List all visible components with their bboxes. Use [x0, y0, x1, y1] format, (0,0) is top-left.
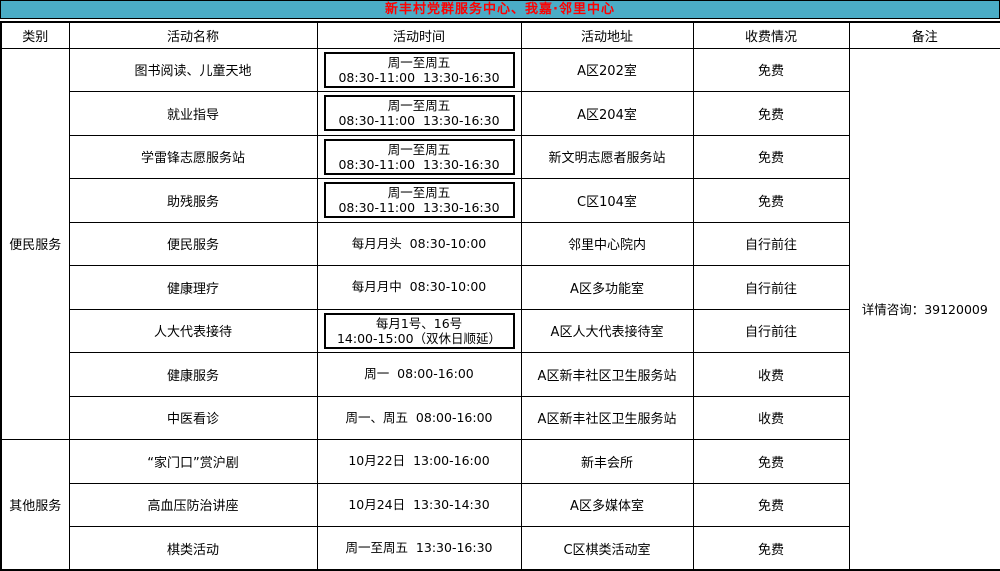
cell-activity-time: 每月1号、16号 14:00-15:00（双休日顺延）	[316, 308, 522, 353]
time-text: 10月22日 13:00-16:00	[348, 453, 490, 469]
cell-activity-name: 便民服务	[68, 221, 318, 266]
category-cell-other-services: 其他服务	[0, 439, 70, 571]
cell-activity-name: 中医看诊	[68, 395, 318, 440]
table-row: 中医看诊 周一、周五 08:00-16:00 A区新丰社区卫生服务站 收费	[1, 395, 1000, 440]
time-text: 周一、周五 08:00-16:00	[345, 409, 493, 425]
table-row: 学雷锋志愿服务站 周一至周五 08:30-11:00 13:30-16:30 新…	[1, 134, 1000, 179]
cell-fee: 收费	[692, 352, 850, 397]
cell-fee: 免费	[692, 482, 850, 527]
cell-activity-time: 10月22日 13:00-16:00	[316, 439, 522, 484]
cell-activity-name: 高血压防治讲座	[68, 482, 318, 527]
table-header: 类别 活动名称 活动时间 活动地址 收费情况 备注	[0, 21, 1000, 49]
table-row: 健康理疗 每月月中 08:30-10:00 A区多功能室 自行前往	[1, 265, 1000, 310]
table-row: 便民服务 图书阅读、儿童天地 周一至周五 08:30-11:00 13:30-1…	[0, 47, 1000, 571]
cell-activity-time: 每月月头 08:30-10:00	[316, 221, 522, 266]
cell-activity-time: 周一至周五 08:30-11:00 13:30-16:30	[316, 91, 522, 136]
cell-activity-address: A区202室	[520, 47, 694, 92]
col-header-activity-address: 活动地址	[520, 21, 694, 49]
time-text: 周一至周五 08:30-11:00 13:30-16:30	[338, 185, 500, 216]
cell-fee: 免费	[692, 439, 850, 484]
cell-activity-address: A区新丰社区卫生服务站	[520, 395, 694, 440]
cell-activity-name: 就业指导	[68, 91, 318, 136]
cell-activity-time: 周一至周五 08:30-11:00 13:30-16:30	[316, 47, 522, 92]
cell-activity-time: 周一至周五 13:30-16:30	[316, 526, 522, 571]
cell-activity-address: A区多媒体室	[520, 482, 694, 527]
table-row: 高血压防治讲座 10月24日 13:30-14:30 A区多媒体室 免费	[1, 482, 1000, 527]
table-row: 其他服务 “家门口”赏沪剧 10月22日 13:00-16:00 新丰会所 免费	[0, 439, 1000, 571]
cell-activity-name: 人大代表接待	[68, 308, 318, 353]
cell-fee: 自行前往	[692, 265, 850, 310]
title-bar: 新丰村党群服务中心、我嘉·邻里中心	[0, 0, 1000, 19]
cell-fee: 免费	[692, 91, 850, 136]
cell-activity-address: A区多功能室	[520, 265, 694, 310]
time-textbox: 周一至周五 08:30-11:00 13:30-16:30	[323, 95, 515, 132]
cell-activity-name: 学雷锋志愿服务站	[68, 134, 318, 179]
table-row: 人大代表接待 每月1号、16号 14:00-15:00（双休日顺延） A区人大代…	[1, 308, 1000, 353]
time-text: 周一至周五 13:30-16:30	[345, 540, 493, 555]
time-text: 周一至周五 08:30-11:00 13:30-16:30	[338, 141, 500, 172]
col-header-activity-time: 活动时间	[316, 21, 522, 49]
page-title: 新丰村党群服务中心、我嘉·邻里中心	[385, 2, 615, 17]
cell-activity-time: 每月月中 08:30-10:00	[316, 265, 522, 310]
cell-fee: 免费	[692, 178, 850, 223]
col-header-fee: 收费情况	[692, 21, 850, 49]
cell-activity-name: 棋类活动	[68, 526, 318, 571]
time-textbox: 每月1号、16号 14:00-15:00（双休日顺延）	[323, 312, 515, 349]
time-textbox: 周一至周五 08:30-11:00 13:30-16:30	[323, 51, 515, 88]
table-row: 就业指导 周一至周五 08:30-11:00 13:30-16:30 A区204…	[1, 91, 1000, 136]
cell-activity-time: 10月24日 13:30-14:30	[316, 482, 522, 527]
cell-activity-address: A区204室	[520, 91, 694, 136]
cell-activity-address: 邻里中心院内	[520, 221, 694, 266]
time-text: 每月1号、16号 14:00-15:00（双休日顺延）	[336, 315, 502, 346]
cell-activity-address: 新丰会所	[520, 439, 694, 484]
table-row: 助残服务 周一至周五 08:30-11:00 13:30-16:30 C区104…	[1, 178, 1000, 223]
cell-activity-address: 新文明志愿者服务站	[520, 134, 694, 179]
cell-activity-address: A区新丰社区卫生服务站	[520, 352, 694, 397]
time-text: 10月24日 13:30-14:30	[348, 496, 490, 512]
time-textbox: 周一至周五 08:30-11:00 13:30-16:30	[323, 138, 515, 175]
table-body: 便民服务 图书阅读、儿童天地 周一至周五 08:30-11:00 13:30-1…	[0, 47, 1000, 571]
cell-activity-address: A区人大代表接待室	[520, 308, 694, 353]
time-text: 每月月头 08:30-10:00	[351, 235, 487, 251]
col-header-activity-name: 活动名称	[68, 21, 318, 49]
table-row: 健康服务 周一 08:00-16:00 A区新丰社区卫生服务站 收费	[1, 352, 1000, 397]
time-text: 周一至周五 08:30-11:00 13:30-16:30	[338, 98, 500, 129]
cell-activity-name: 助残服务	[68, 178, 318, 223]
category-cell-convenience-services: 便民服务	[0, 47, 70, 440]
cell-fee: 自行前往	[692, 221, 850, 266]
time-text: 每月月中 08:30-10:00	[351, 279, 487, 295]
col-header-remark: 备注	[848, 21, 1000, 49]
table-row: 便民服务 每月月头 08:30-10:00 邻里中心院内 自行前往	[1, 221, 1000, 266]
cell-activity-address: C区棋类活动室	[520, 526, 694, 571]
time-text: 周一 08:00-16:00	[364, 366, 474, 382]
cell-activity-name: 健康服务	[68, 352, 318, 397]
cell-fee: 免费	[692, 134, 850, 179]
cell-fee: 免费	[692, 526, 850, 571]
header-row: 类别 活动名称 活动时间 活动地址 收费情况 备注	[0, 21, 1000, 49]
cell-activity-name: 图书阅读、儿童天地	[68, 47, 318, 92]
cell-fee: 收费	[692, 395, 850, 440]
activity-schedule-table: 类别 活动名称 活动时间 活动地址 收费情况 备注 便民服务 图书阅读、儿童天地…	[0, 21, 1000, 571]
cell-activity-name: “家门口”赏沪剧	[68, 439, 318, 484]
cell-activity-time: 周一至周五 08:30-11:00 13:30-16:30	[316, 178, 522, 223]
col-header-category: 类别	[0, 21, 70, 49]
cell-activity-name: 健康理疗	[68, 265, 318, 310]
cell-fee: 免费	[692, 47, 850, 92]
cell-activity-address: C区104室	[520, 178, 694, 223]
time-text: 周一至周五 08:30-11:00 13:30-16:30	[338, 54, 500, 85]
cell-activity-time: 周一、周五 08:00-16:00	[316, 395, 522, 440]
time-textbox: 周一至周五 08:30-11:00 13:30-16:30	[323, 182, 515, 219]
remark-cell: 详情咨询：39120009	[848, 47, 1000, 571]
cell-activity-time: 周一至周五 08:30-11:00 13:30-16:30	[316, 134, 522, 179]
cell-activity-time: 周一 08:00-16:00	[316, 352, 522, 397]
cell-fee: 自行前往	[692, 308, 850, 353]
